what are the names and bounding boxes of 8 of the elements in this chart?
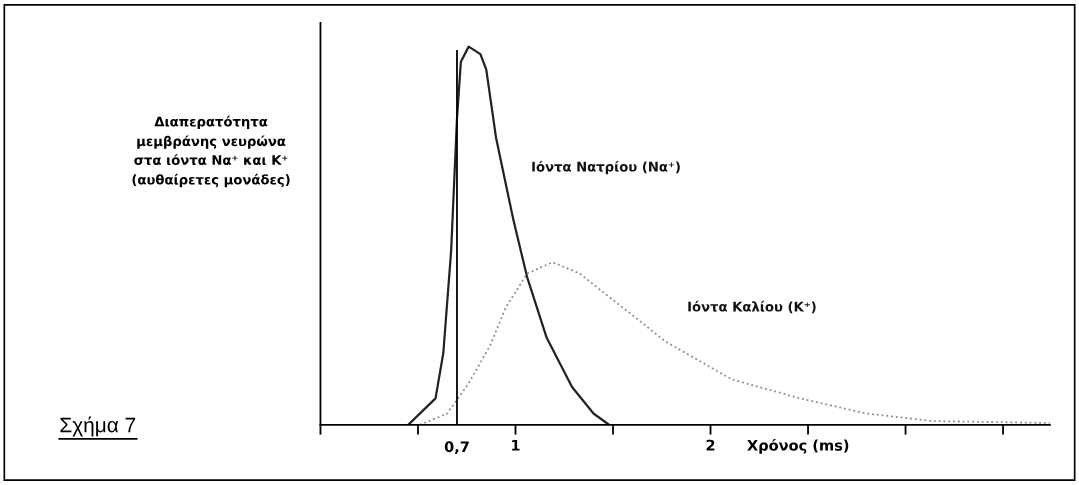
x-axis-title: Χρόνος (ms) <box>747 438 849 454</box>
text: Σχήμα 7 <box>60 416 136 437</box>
text: Ιόντα Καλίου (Κ⁺) <box>688 300 816 314</box>
x-tick-label: 2 <box>706 439 715 451</box>
text: Ιόντα Νατρίου (Να⁺) <box>532 160 680 175</box>
x-tick-label: 1 <box>512 439 520 451</box>
y-axis-title: Διαπερατότητα μεμβράνης νευρώνα στα ιόντα Να⁺ και Κ⁺ (αυθαίρετες μονάδες) <box>132 115 290 188</box>
ref-line-label: 0,7 <box>444 441 469 455</box>
